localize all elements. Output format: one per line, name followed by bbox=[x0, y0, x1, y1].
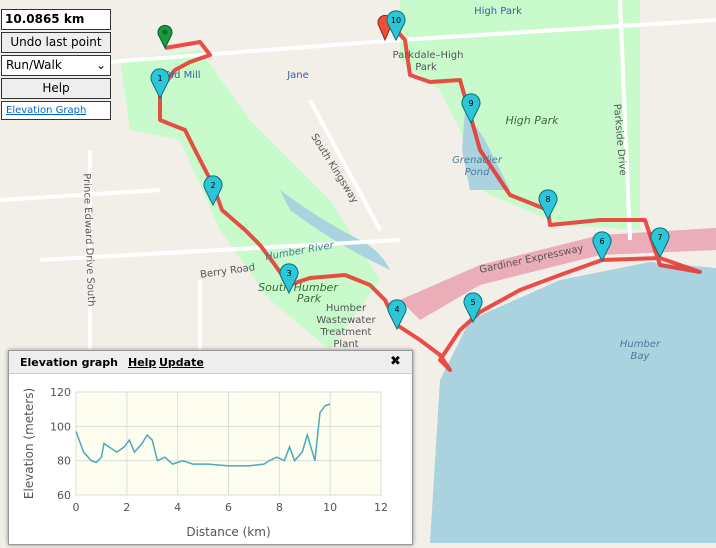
lake bbox=[430, 262, 716, 543]
map-label: Old Mill bbox=[163, 70, 200, 81]
map-label: Pond bbox=[465, 167, 490, 178]
panel-header: Elevation graph Help Update ✖ bbox=[9, 351, 412, 374]
y-tick-label: 80 bbox=[57, 455, 71, 468]
route bbox=[158, 28, 702, 372]
elevation-panel: Elevation graph Help Update ✖ 60 80 100 120… bbox=[8, 350, 413, 545]
marker-pin bbox=[150, 68, 170, 100]
distance: 10.0865 km bbox=[1, 9, 111, 30]
map-label: High Park bbox=[474, 6, 522, 17]
map-label: Plant bbox=[333, 339, 358, 350]
park bbox=[120, 50, 380, 350]
map-label: Prince Edward Drive South bbox=[81, 173, 97, 307]
marker-pin bbox=[279, 263, 299, 295]
marker-pin bbox=[463, 292, 483, 324]
map-label: Bay bbox=[631, 351, 651, 362]
map-label: Park bbox=[415, 62, 437, 73]
mode: Run/Walk bbox=[6, 58, 62, 72]
panel-title: Elevation graph bbox=[20, 356, 119, 369]
marker-label: 5 bbox=[470, 298, 475, 307]
map-label: Park bbox=[297, 292, 322, 305]
panel-update[interactable]: Update bbox=[159, 356, 204, 369]
x-tick-label: 0 bbox=[73, 501, 80, 514]
start-pin[interactable] bbox=[157, 24, 173, 50]
map-label: Parkdale–High bbox=[392, 50, 463, 61]
marker-label: 8 bbox=[545, 195, 550, 204]
help-button[interactable]: Help bbox=[1, 78, 111, 99]
y-tick-label: 60 bbox=[57, 489, 71, 502]
marker-label: 9 bbox=[468, 99, 473, 108]
map-label: Treatment bbox=[320, 327, 372, 338]
marker-label: 6 bbox=[599, 237, 604, 246]
y-axis-label: Elevation (meters) bbox=[22, 388, 36, 499]
map-label: High Park bbox=[505, 114, 559, 127]
marker-pin bbox=[203, 175, 223, 207]
mode-select[interactable]: Run/Walk ⌄ bbox=[1, 55, 111, 76]
marker-pin bbox=[650, 227, 670, 259]
marker-label: 3 bbox=[286, 269, 291, 278]
marker-pin bbox=[461, 93, 481, 125]
marker-pin bbox=[592, 231, 612, 263]
expressway bbox=[400, 228, 716, 320]
marker-pin bbox=[538, 189, 558, 221]
marker-label: 2 bbox=[210, 181, 215, 190]
marker-pin bbox=[386, 10, 406, 42]
elevation-link[interactable]: Elevation Graph bbox=[1, 101, 111, 120]
x-tick-label: 2 bbox=[123, 501, 130, 514]
marker-label: 1 bbox=[157, 74, 162, 83]
panel-close[interactable]: ✖ bbox=[390, 354, 401, 369]
marker-label: 4 bbox=[394, 305, 399, 314]
park bbox=[400, 0, 640, 230]
x-tick-label: 8 bbox=[276, 501, 283, 514]
x-tick-label: 10 bbox=[323, 501, 337, 514]
elevation-line bbox=[75, 403, 331, 467]
river bbox=[280, 190, 390, 270]
marker-label: 10 bbox=[391, 16, 401, 25]
y-tick-label: 100 bbox=[50, 420, 71, 433]
x-tick-label: 12 bbox=[374, 501, 388, 514]
x-axis-label: Distance (km) bbox=[186, 525, 270, 539]
marker-pin bbox=[387, 299, 407, 331]
marker-label: 7 bbox=[657, 233, 662, 242]
map-label: Jane bbox=[286, 70, 309, 81]
elevation-chart: 60 80 100 120 0 2 4 6 8 10 12 Distance (km) Elevatio… bbox=[22, 386, 388, 539]
markers: 1 2 3 4 5 6 7 8 9 10 bbox=[150, 10, 670, 331]
panel-help[interactable]: Help bbox=[128, 356, 157, 369]
map-label: Grenadier bbox=[452, 155, 503, 166]
map-label: Humber bbox=[620, 339, 661, 350]
map-label: Wastewater bbox=[316, 315, 376, 326]
y-tick-label: 120 bbox=[50, 386, 71, 399]
map-label: Humber bbox=[326, 303, 367, 314]
caret: ⌄ bbox=[95, 58, 106, 72]
controls: 10.0865 km Undo last point Run/Walk ⌄ Hel… bbox=[1, 9, 111, 120]
x-tick-label: 4 bbox=[174, 501, 181, 514]
x-tick-label: 6 bbox=[225, 501, 232, 514]
map-label: South Humber bbox=[258, 281, 339, 294]
undo-button[interactable]: Undo last point bbox=[1, 32, 111, 53]
